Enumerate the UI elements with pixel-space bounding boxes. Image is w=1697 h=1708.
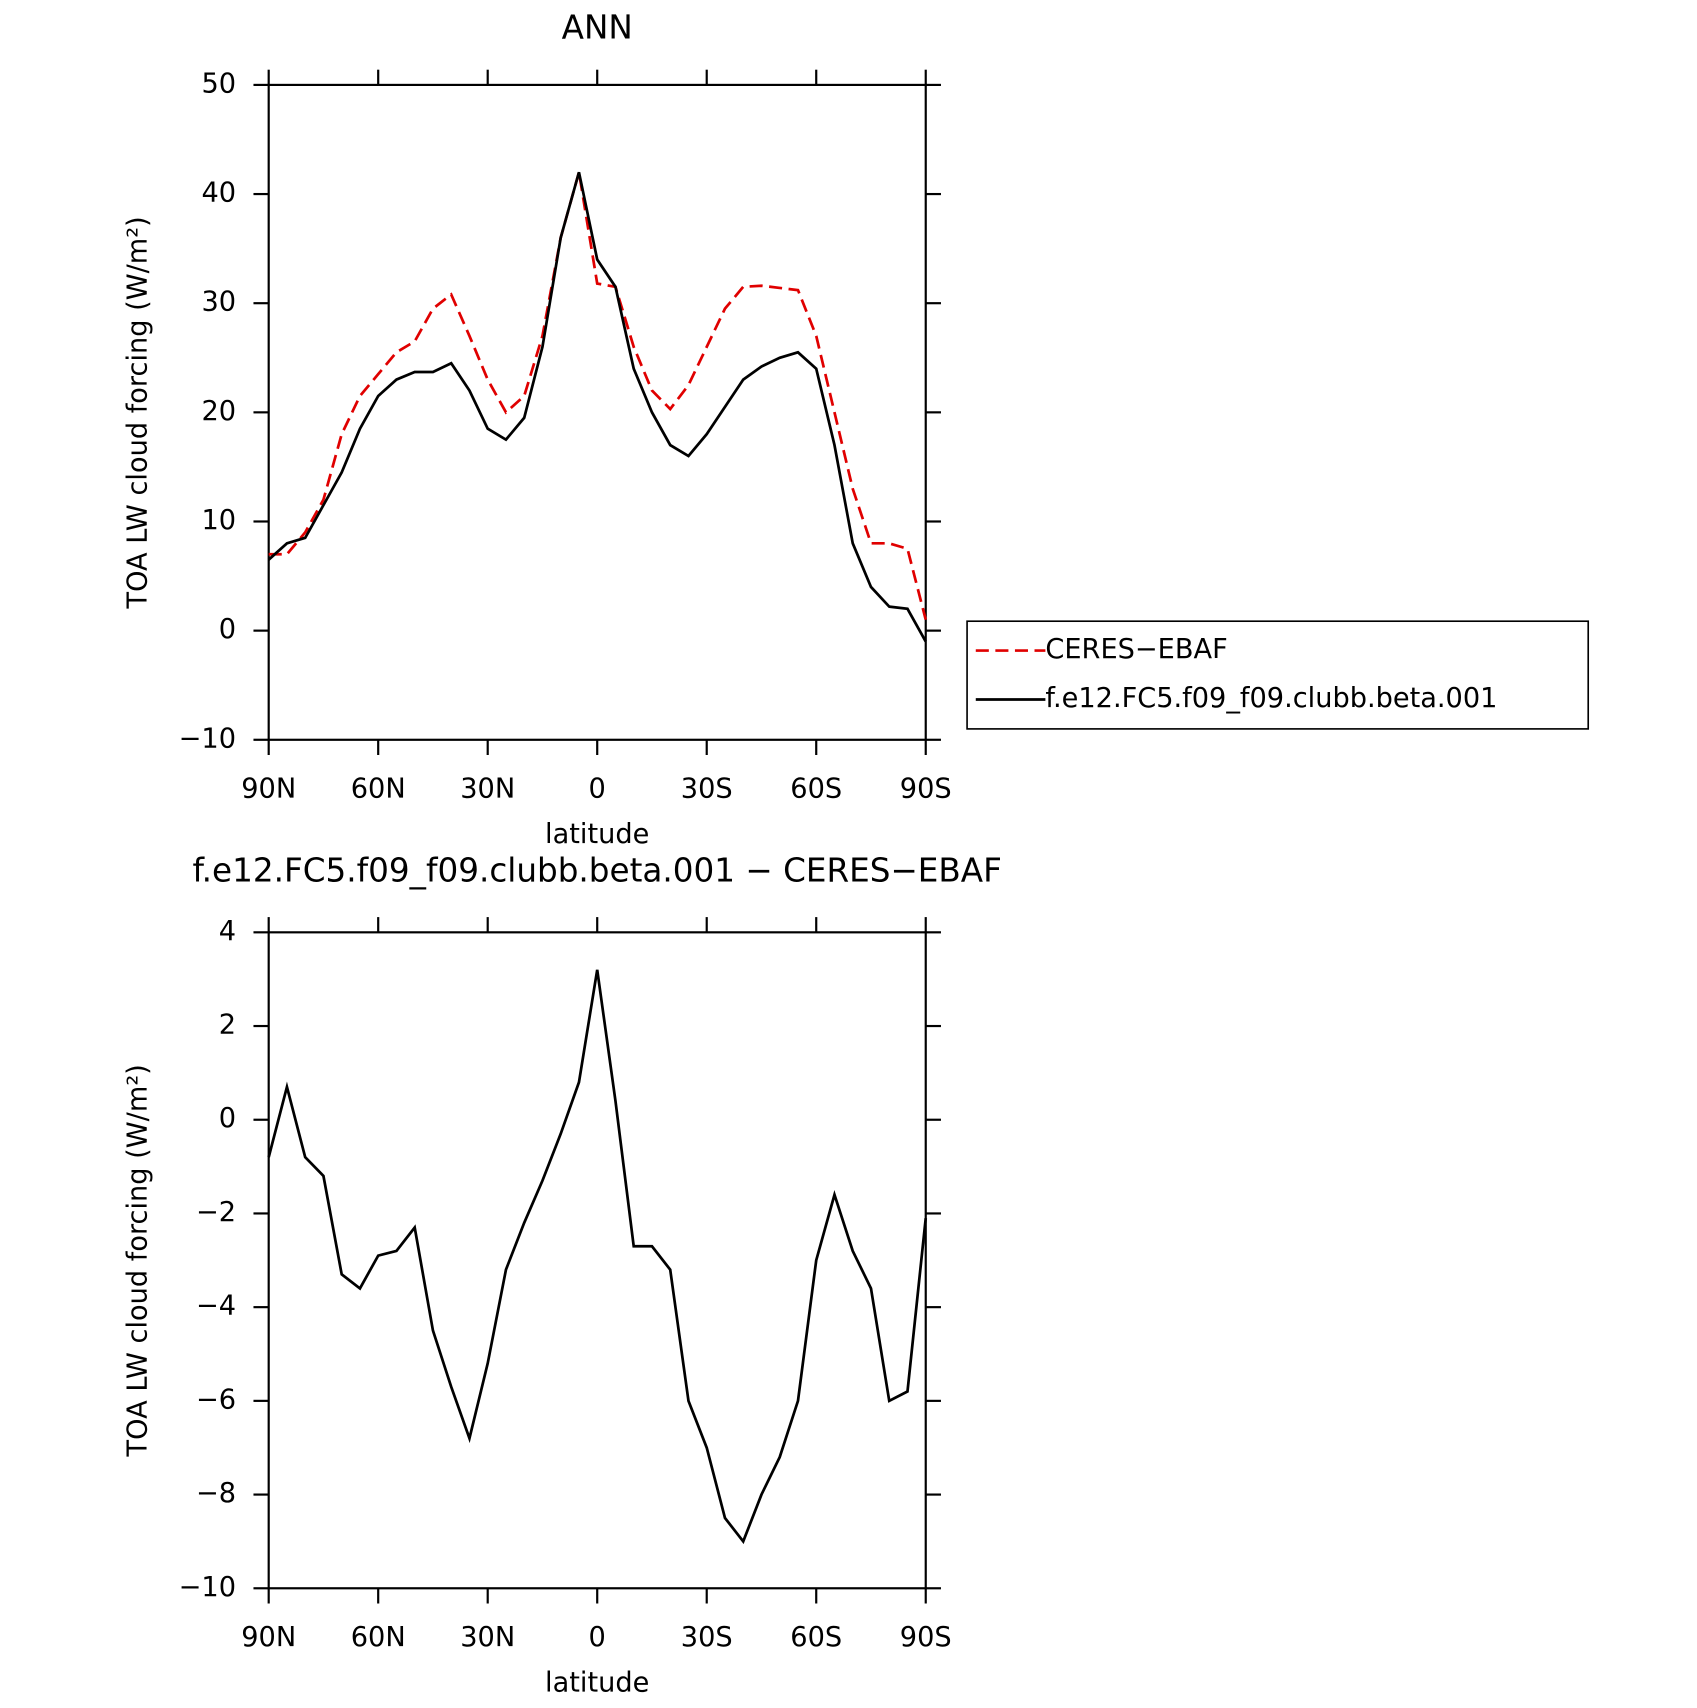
y-tick-label: 0 (219, 614, 236, 645)
y-tick-label: −4 (196, 1291, 236, 1322)
x-tick-label: 90N (241, 773, 296, 804)
chart-title: f.e12.FC5.f09_f09.clubb.beta.001 − CERES… (193, 851, 1002, 889)
y-tick-label: 40 (201, 178, 236, 209)
x-tick-label: 0 (589, 773, 606, 804)
x-tick-label: 60N (351, 773, 406, 804)
x-tick-label: 90S (900, 773, 952, 804)
y-tick-label: 2 (219, 1010, 236, 1041)
legend-label: CERES−EBAF (1045, 634, 1227, 665)
x-axis-label: latitude (545, 819, 649, 850)
y-tick-label: −10 (179, 723, 236, 754)
chart-title: ANN (562, 8, 633, 46)
x-tick-label: 30S (681, 773, 733, 804)
y-tick-label: 0 (219, 1103, 236, 1134)
y-tick-label: 20 (201, 396, 236, 427)
x-tick-label: 90N (241, 1622, 296, 1653)
data-line (268, 171, 928, 621)
x-axis-label: latitude (545, 1668, 649, 1699)
y-tick-label: 10 (201, 505, 236, 536)
y-tick-label: −8 (196, 1478, 236, 1509)
y-axis-label: TOA LW cloud forcing (W/m²) (123, 216, 154, 609)
x-tick-label: 60S (790, 773, 842, 804)
x-tick-label: 30N (460, 773, 515, 804)
data-line (267, 969, 928, 1545)
plot-frame (267, 931, 927, 1590)
x-tick-label: 30N (460, 1622, 515, 1653)
y-tick-label: −6 (196, 1384, 236, 1415)
data-line (267, 171, 927, 643)
y-tick-label: 4 (219, 916, 236, 947)
y-tick-label: −10 (179, 1572, 236, 1603)
y-tick-label: 50 (201, 68, 236, 99)
y-tick-label: −2 (196, 1197, 236, 1228)
legend-box (966, 620, 1590, 730)
x-tick-label: 60S (790, 1622, 842, 1653)
x-tick-label: 60N (351, 1622, 406, 1653)
x-tick-label: 0 (589, 1622, 606, 1653)
legend-label: f.e12.FC5.f09_f09.clubb.beta.001 (1045, 683, 1497, 714)
x-tick-label: 90S (900, 1622, 952, 1653)
x-tick-label: 30S (681, 1622, 733, 1653)
y-tick-label: 30 (201, 287, 236, 318)
y-axis-label: TOA LW cloud forcing (W/m²) (123, 1064, 154, 1457)
